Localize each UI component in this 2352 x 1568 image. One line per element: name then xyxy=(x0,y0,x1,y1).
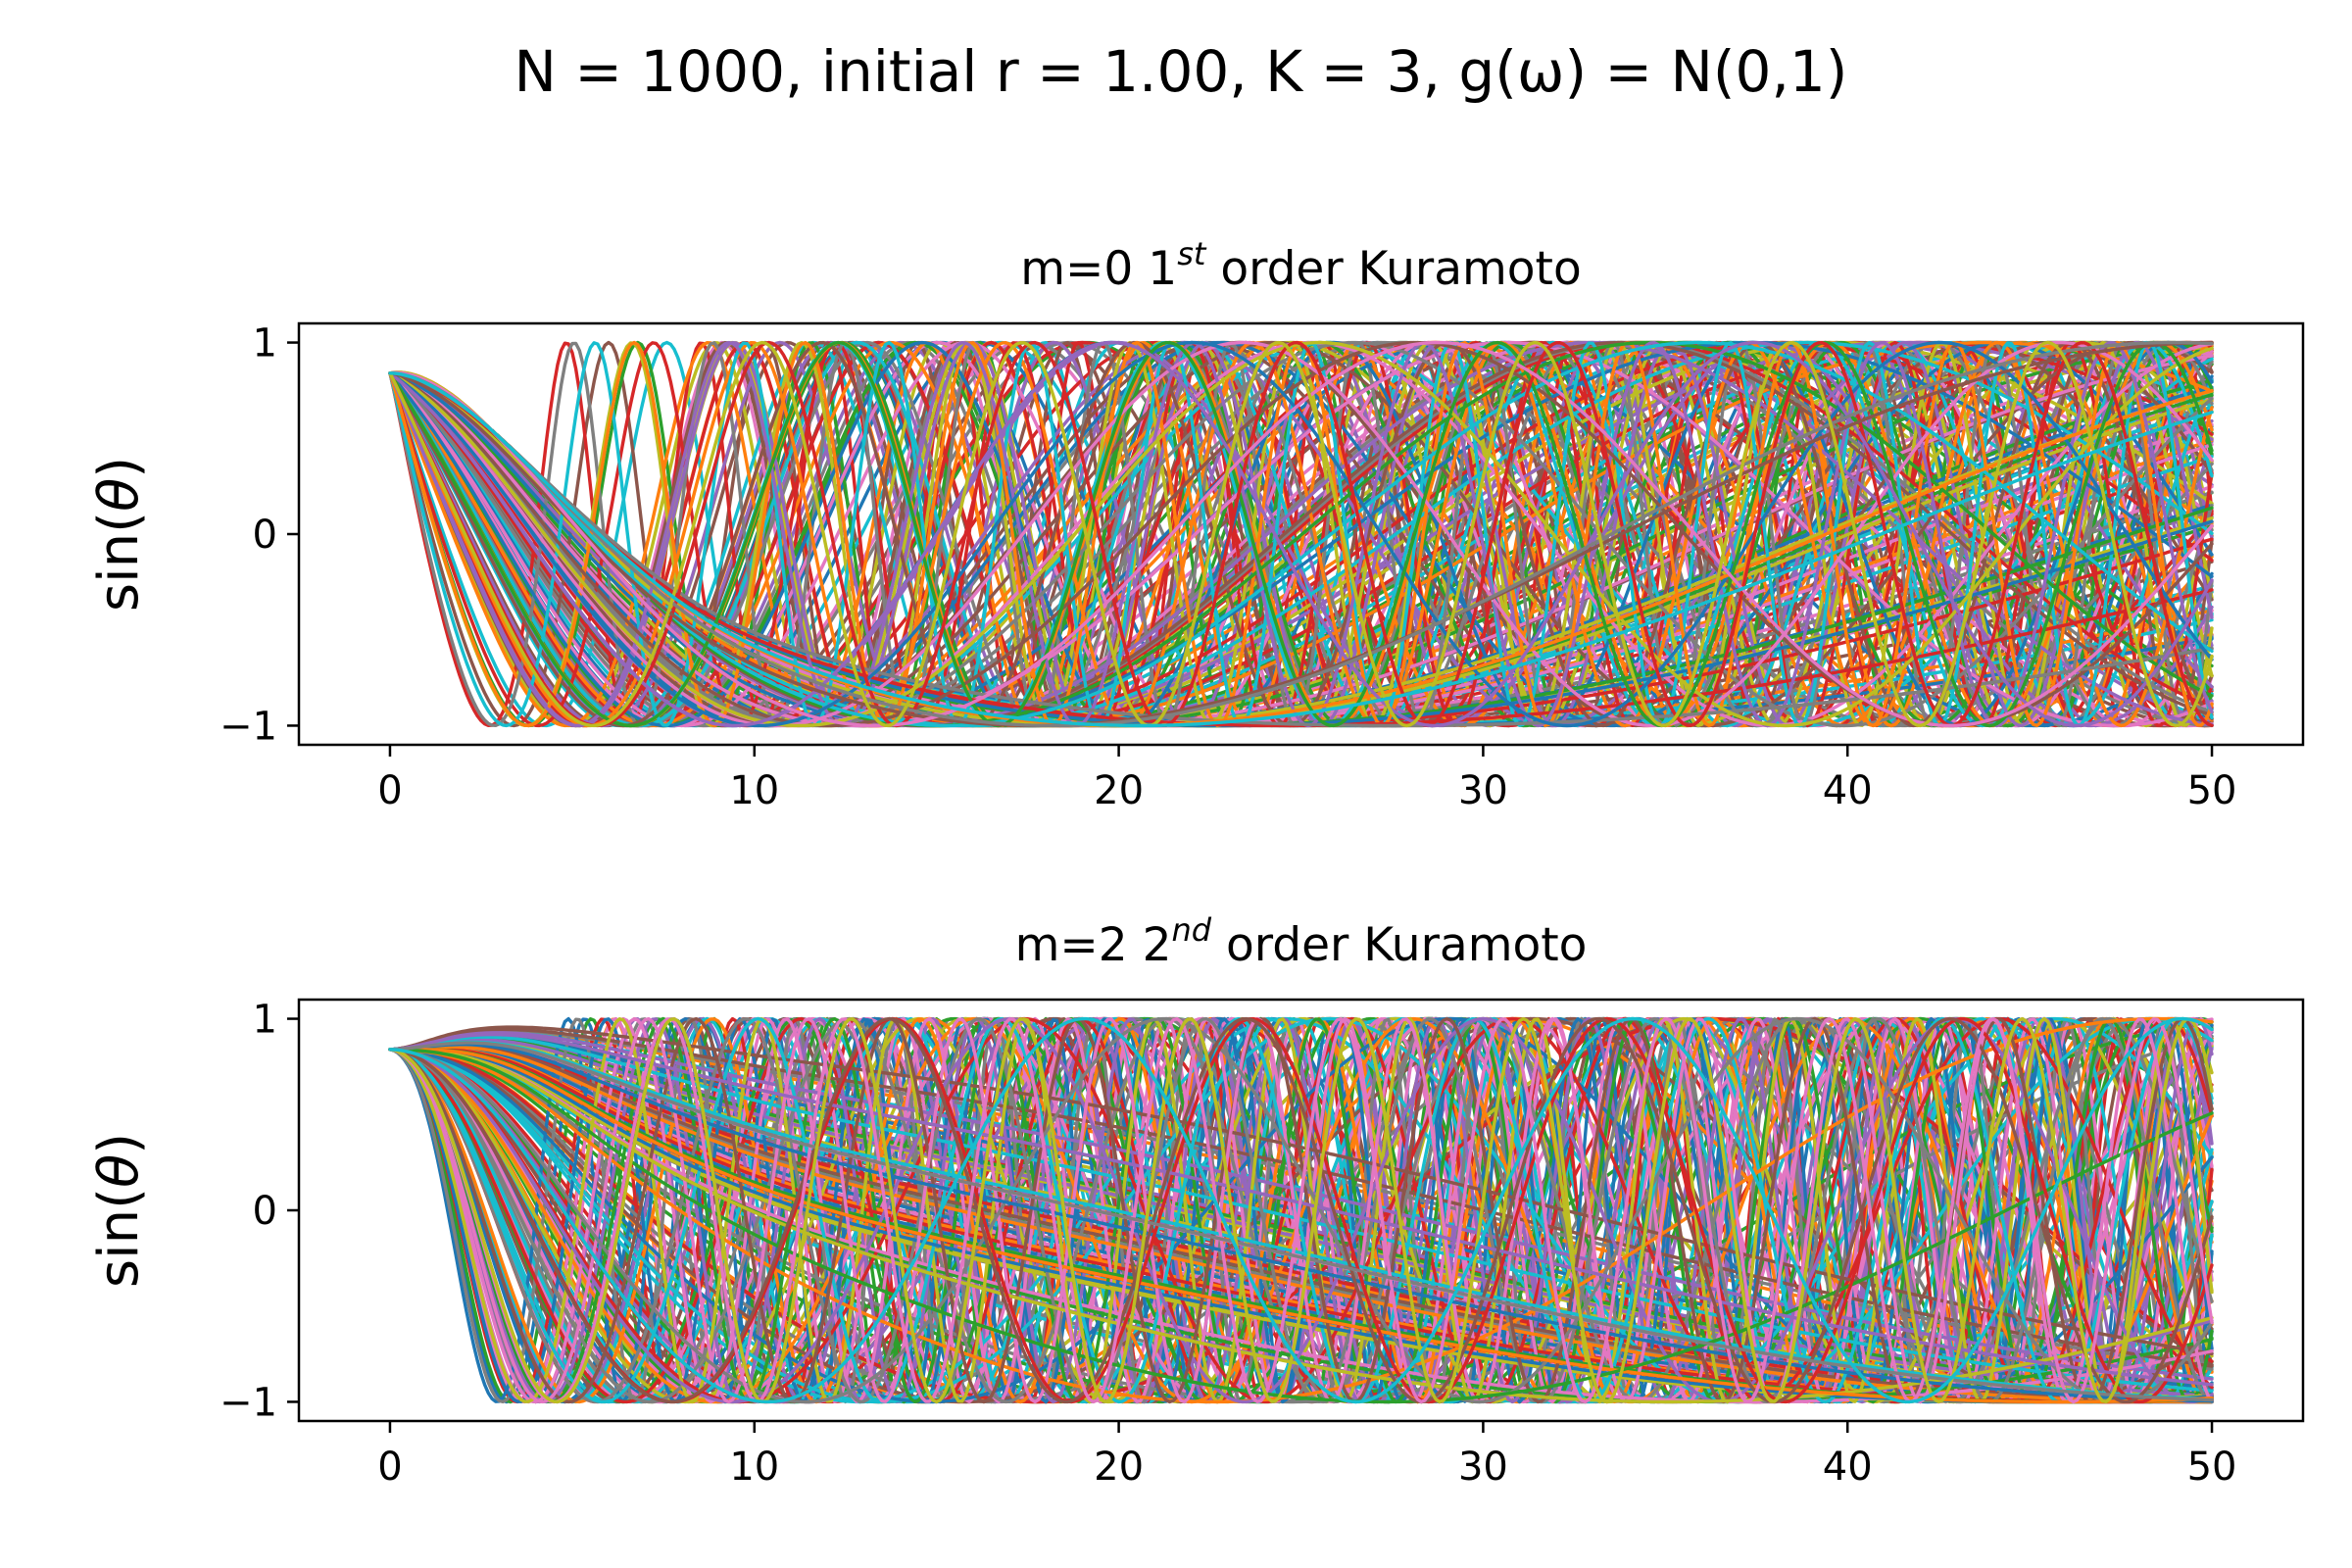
title-rest: order Kuramoto xyxy=(1211,918,1587,972)
x-tick-label: 40 xyxy=(1823,768,1873,813)
x-tick-label: 0 xyxy=(377,768,402,813)
y-axis-label: sin(θ) xyxy=(87,1133,151,1288)
panel-title: m=0 1st order Kuramoto xyxy=(1020,235,1581,296)
y-tick-label: 0 xyxy=(253,1189,277,1234)
series-line-181 xyxy=(388,1016,2214,1404)
x-tick-label: 50 xyxy=(2187,1445,2237,1490)
series-line-187 xyxy=(388,1016,2214,1404)
x-tick-label: 10 xyxy=(729,1445,779,1490)
series-line-199 xyxy=(388,1016,2214,1404)
series-line-177 xyxy=(388,340,2214,728)
x-tick-label: 20 xyxy=(1094,768,1144,813)
figure-suptitle: N = 1000, initial r = 1.00, K = 3, g(ω) … xyxy=(514,38,1848,105)
title-rest: order Kuramoto xyxy=(1205,242,1581,296)
series-line-194 xyxy=(388,340,2214,728)
axis-ticks: 0 10 20 30 40 50 −1 0 1 xyxy=(220,998,2236,1490)
series-line-155 xyxy=(388,340,2214,728)
x-tick-label: 20 xyxy=(1094,1445,1144,1490)
series-line-189 xyxy=(388,1040,2214,1401)
series-line-190 xyxy=(388,1043,2214,1403)
series-line-153 xyxy=(388,1016,2214,1404)
series-lines xyxy=(388,340,2214,728)
series-line-171 xyxy=(388,340,2214,728)
series-line-193 xyxy=(388,340,2214,728)
panel-title: m=2 2nd order Kuramoto xyxy=(1015,911,1588,972)
x-tick-label: 30 xyxy=(1458,1445,1508,1490)
y-tick-label: 1 xyxy=(253,321,277,367)
series-line-192 xyxy=(388,340,2214,728)
title-superscript: nd xyxy=(1172,911,1212,949)
series-line-190 xyxy=(388,340,2214,728)
panel-first-order-kuramoto: m=0 1st order Kuramoto sin(θ) 0 10 20 30 40 5… xyxy=(87,235,2305,813)
series-line-192 xyxy=(388,1048,2214,1404)
axis-ticks: 0 10 20 30 40 50 −1 0 1 xyxy=(220,321,2236,813)
series-lines xyxy=(388,1016,2214,1404)
series-line-198 xyxy=(388,1016,2214,1404)
series-line-187 xyxy=(388,371,2214,728)
series-line-179 xyxy=(388,1016,2214,1404)
series-line-178 xyxy=(388,1016,2214,1404)
series-line-159 xyxy=(388,1016,2214,1404)
series-line-195 xyxy=(388,340,2214,728)
series-line-131 xyxy=(388,340,2214,728)
title-main: m=2 2 xyxy=(1015,918,1172,972)
series-line-197 xyxy=(388,1041,2214,1402)
y-tick-label: 0 xyxy=(253,513,277,558)
y-tick-label: −1 xyxy=(220,704,277,749)
series-line-162 xyxy=(388,1016,2214,1404)
y-tick-label: −1 xyxy=(220,1380,277,1425)
x-tick-label: 10 xyxy=(729,768,779,813)
series-line-184 xyxy=(388,340,2214,728)
x-tick-label: 0 xyxy=(377,1445,402,1490)
series-line-186 xyxy=(388,1016,2214,1404)
series-line-195 xyxy=(388,1016,2214,1404)
y-axis-label: sin(θ) xyxy=(87,457,151,612)
x-tick-label: 50 xyxy=(2187,768,2237,813)
x-tick-label: 30 xyxy=(1458,768,1508,813)
title-superscript: st xyxy=(1177,235,1207,272)
y-tick-label: 1 xyxy=(253,998,277,1043)
series-line-189 xyxy=(388,340,2214,728)
panel-second-order-kuramoto: m=2 2nd order Kuramoto sin(θ) 0 10 20 30 40 5… xyxy=(87,911,2305,1490)
series-line-198 xyxy=(388,340,2214,728)
series-line-171 xyxy=(388,1045,2214,1404)
series-line-184 xyxy=(388,1016,2214,1404)
series-line-199 xyxy=(388,371,2214,728)
title-main: m=0 1 xyxy=(1020,242,1177,296)
x-tick-label: 40 xyxy=(1823,1445,1873,1490)
series-line-164 xyxy=(388,340,2214,728)
series-line-186 xyxy=(388,340,2214,728)
series-line-197 xyxy=(388,340,2214,728)
